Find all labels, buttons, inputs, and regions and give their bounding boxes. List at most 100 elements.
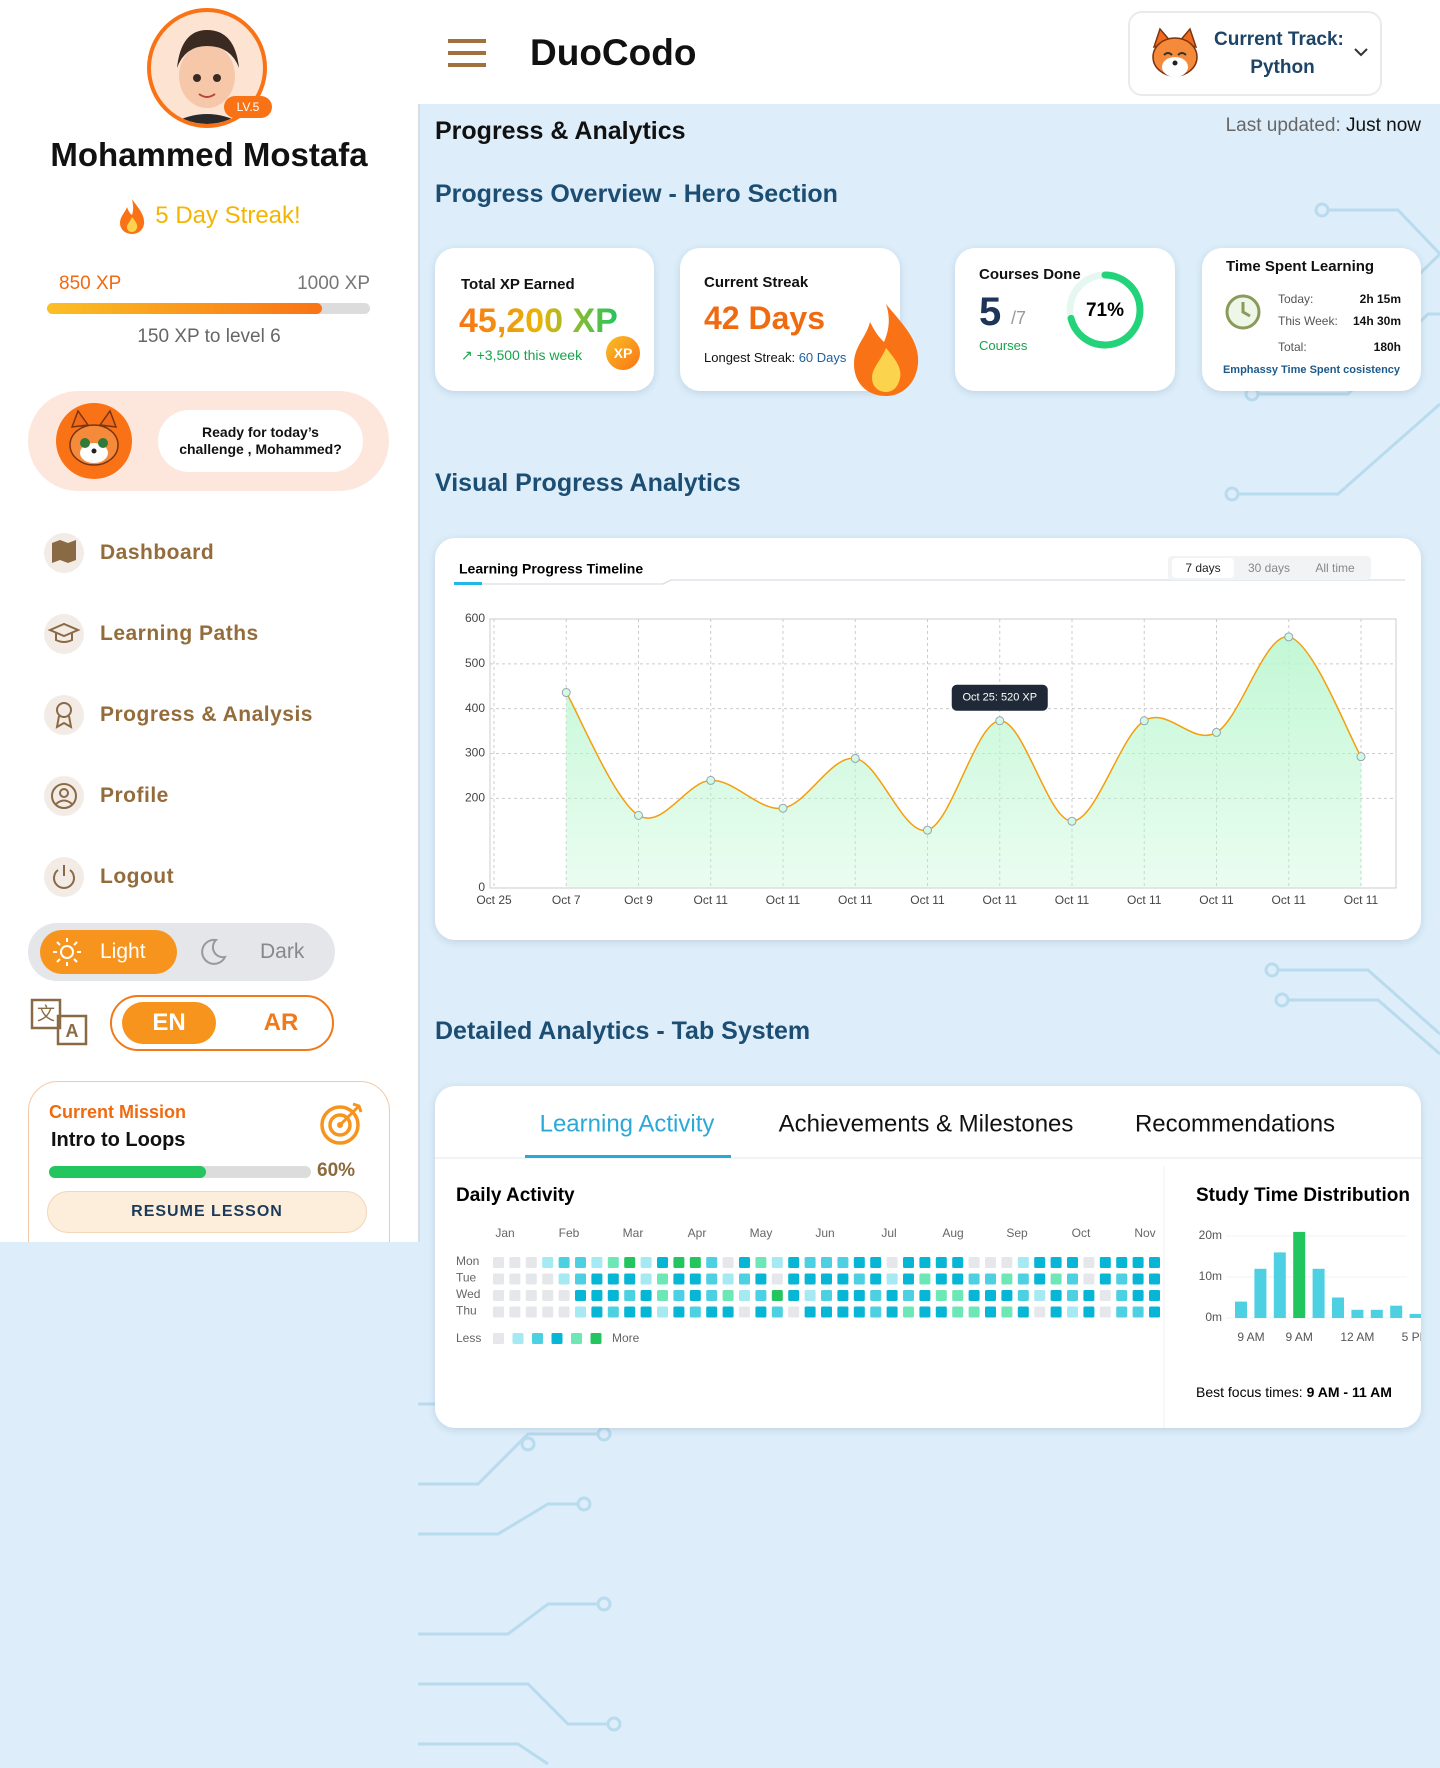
x-tick-label: Oct 11 xyxy=(1055,893,1090,907)
bar xyxy=(1312,1268,1325,1318)
range-button[interactable]: 30 days xyxy=(1248,561,1290,575)
heatmap-cell xyxy=(1099,1257,1111,1268)
heatmap-cell xyxy=(788,1290,800,1301)
heatmap-cell xyxy=(821,1306,832,1318)
point xyxy=(1067,816,1077,826)
heatmap-cell xyxy=(1149,1273,1160,1285)
tab[interactable]: Achievements & Milestones xyxy=(779,1110,1074,1137)
heatmap-cell xyxy=(722,1273,734,1285)
heatmap-cell xyxy=(591,1306,603,1318)
heatmap-cell xyxy=(935,1273,947,1285)
heatmap-cell xyxy=(1149,1290,1160,1301)
theme-light[interactable]: Light xyxy=(40,930,177,974)
heatmap-cell xyxy=(657,1257,668,1268)
y-tick-label: 0m xyxy=(1205,1310,1222,1324)
heatmap-cell xyxy=(1132,1273,1144,1285)
heatmap-cell xyxy=(575,1290,586,1301)
tab[interactable]: Learning Activity xyxy=(540,1110,715,1137)
heatmap-cell xyxy=(640,1290,652,1301)
y-tick-label: 200 xyxy=(465,791,485,805)
heatmap-cell xyxy=(1067,1273,1078,1285)
last-updated-value: Just now xyxy=(1346,115,1421,136)
tooltip-box xyxy=(951,684,1048,711)
level-badge: LV.5 xyxy=(224,96,272,118)
theme-toggle[interactable]: Light Dark xyxy=(28,923,335,981)
heatmap-cell xyxy=(1017,1273,1029,1285)
legend-swatch xyxy=(551,1333,563,1344)
nav-icon xyxy=(44,776,84,816)
heatmap-cell xyxy=(821,1290,832,1301)
brand: DuoCodo xyxy=(530,32,697,73)
range-button[interactable]: 7 days xyxy=(1185,561,1220,575)
range-button[interactable]: All time xyxy=(1315,561,1355,575)
lang-en[interactable]: EN xyxy=(122,1002,216,1044)
heatmap-cell xyxy=(985,1273,996,1285)
theme-dark-label[interactable]: Dark xyxy=(260,940,305,963)
heatmap-cell xyxy=(1083,1257,1095,1268)
heatmap-cell xyxy=(739,1290,750,1301)
moon-icon xyxy=(201,938,227,965)
heatmap-cell xyxy=(624,1257,636,1268)
heatmap-cell xyxy=(657,1306,668,1318)
tab-underline xyxy=(454,582,482,585)
heatmap-cell xyxy=(853,1257,865,1268)
header: DuoCodo Current Track: Python xyxy=(418,0,1440,104)
heatmap-cell xyxy=(903,1306,914,1318)
heatmap-cell xyxy=(558,1306,570,1318)
ring-label: 71% xyxy=(1086,300,1124,321)
heatmap-cell xyxy=(722,1290,734,1301)
menu-button[interactable] xyxy=(448,38,488,68)
section-heading: Visual Progress Analytics xyxy=(435,469,741,497)
nav-item[interactable]: Logout xyxy=(44,855,174,899)
heatmap-cell xyxy=(493,1306,504,1318)
mission-fill xyxy=(49,1166,207,1178)
heatmap-cell xyxy=(722,1306,734,1318)
language-toggle[interactable]: EN AR xyxy=(110,995,334,1051)
track-selector[interactable]: Current Track: Python xyxy=(1128,11,1382,96)
heatmap-cell xyxy=(1067,1306,1078,1318)
nav-item[interactable]: Dashboard xyxy=(44,531,214,575)
tab-underline xyxy=(525,1155,731,1158)
nav-label: Logout xyxy=(100,865,175,888)
heatmap-cell xyxy=(919,1306,931,1318)
heatmap-cell xyxy=(640,1257,652,1268)
bar xyxy=(1332,1297,1344,1318)
resume-button[interactable]: RESUME LESSON xyxy=(47,1191,367,1233)
nav-item[interactable]: Learning Paths xyxy=(44,612,259,656)
heatmap-cell xyxy=(1116,1290,1128,1301)
y-tick-label: 600 xyxy=(465,611,485,625)
nav-item[interactable]: Progress & Analysis xyxy=(44,693,313,737)
xp-badge: XP xyxy=(606,336,640,370)
month-label: Aug xyxy=(942,1226,963,1240)
heatmap-cell xyxy=(755,1290,767,1301)
heatmap-cell xyxy=(689,1306,701,1318)
nav-item[interactable]: Profile xyxy=(44,774,169,818)
streak-longest: Longest Streak: 60 Days xyxy=(704,350,846,365)
heatmap-cell xyxy=(689,1290,701,1301)
heatmap-cell xyxy=(837,1306,849,1318)
heatmap-cell xyxy=(968,1273,980,1285)
point xyxy=(706,775,716,785)
heatmap-cell xyxy=(1099,1290,1111,1301)
month-label: Sep xyxy=(1006,1226,1028,1240)
heatmap-cell xyxy=(771,1290,783,1301)
xp-weekly-text: +3,500 this week xyxy=(476,347,583,363)
month-label: Apr xyxy=(688,1226,707,1240)
heatmap-cell xyxy=(952,1290,964,1301)
nav-icon xyxy=(44,695,84,735)
lang-ar[interactable]: AR xyxy=(263,1009,299,1036)
tab[interactable]: Recommendations xyxy=(1135,1110,1335,1137)
focus-note: Best focus times: 9 AM - 11 AM xyxy=(1196,1384,1392,1400)
heatmap-cell xyxy=(1067,1257,1078,1268)
heatmap-cell xyxy=(525,1306,537,1318)
x-tick-label: Oct 11 xyxy=(1127,893,1162,907)
point xyxy=(923,825,932,835)
heatmap-cell xyxy=(509,1257,521,1268)
line xyxy=(565,636,1362,831)
heatmap-cell xyxy=(1050,1306,1062,1318)
legend-more: More xyxy=(612,1331,640,1345)
heatmap-cell xyxy=(542,1257,554,1268)
heatmap-cell xyxy=(575,1306,586,1318)
heatmap-cell xyxy=(870,1273,882,1285)
heatmap-cell xyxy=(985,1306,996,1318)
